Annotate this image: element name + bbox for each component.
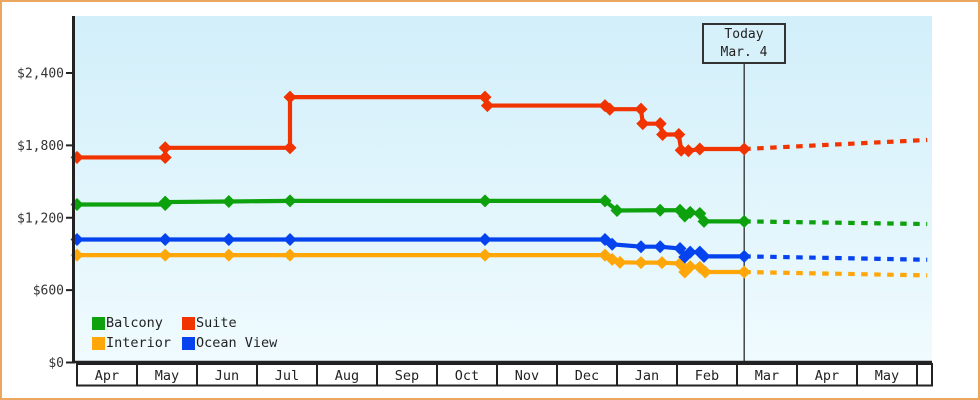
month-label: Aug	[335, 368, 359, 384]
data-point-suite	[158, 141, 172, 155]
legend-item-interior: Interior	[92, 335, 182, 351]
y-tick-label: $1,800	[17, 139, 64, 154]
month-label: Mar	[755, 368, 779, 384]
today-label-line1: Today	[724, 27, 764, 42]
data-point-balcony	[653, 203, 667, 217]
data-point-ocean-view	[478, 232, 492, 246]
month-label: Dec	[575, 368, 599, 384]
y-tick-label: $2,400	[17, 67, 64, 82]
data-point-ocean-view	[737, 249, 751, 263]
data-point-interior	[613, 255, 627, 269]
month-row	[76, 363, 933, 387]
data-point-balcony	[283, 194, 297, 208]
data-point-ocean-view	[158, 232, 172, 246]
forecast-line-balcony	[744, 219, 928, 227]
legend-item-balcony: Balcony	[92, 315, 182, 331]
legend-item-ocean-view: Ocean View	[182, 335, 277, 351]
month-label: Apr	[95, 368, 119, 384]
month-label: Oct	[455, 368, 479, 384]
month-label: Jul	[275, 368, 299, 384]
legend-row: Balcony Suite	[92, 313, 277, 333]
data-point-ocean-view	[222, 232, 236, 246]
data-point-ocean-view	[605, 237, 619, 251]
data-point-interior	[478, 248, 492, 262]
data-point-ocean-view	[673, 242, 687, 256]
balcony-swatch-icon	[92, 316, 105, 330]
forecast-line-interior	[744, 269, 928, 278]
data-point-interior	[683, 260, 697, 274]
data-point-ocean-view	[697, 249, 711, 263]
data-point-interior	[698, 265, 712, 279]
data-point-balcony	[158, 195, 172, 209]
month-label: May	[875, 368, 899, 384]
legend-label: Suite	[196, 315, 237, 331]
data-point-balcony	[478, 194, 492, 208]
data-point-balcony	[697, 214, 711, 228]
data-point-ocean-view	[683, 245, 697, 259]
month-label: Jun	[215, 368, 239, 384]
chart-legend: Balcony Suite Interior Ocean View	[92, 313, 277, 353]
legend-label: Interior	[106, 335, 172, 351]
data-point-suite	[681, 144, 695, 158]
y-tick-label: $0	[48, 356, 64, 371]
month-label: Apr	[815, 368, 839, 384]
y-tick-label: $1,200	[17, 211, 64, 226]
legend-label: Balcony	[106, 315, 163, 331]
interior-swatch-icon	[92, 336, 105, 350]
legend-label: Ocean View	[196, 335, 278, 351]
today-label-box: Today Mar. 4	[702, 23, 786, 64]
data-point-suite	[480, 99, 494, 113]
data-point-suite	[283, 141, 297, 155]
suite-swatch-icon	[182, 316, 195, 330]
data-point-interior	[634, 256, 648, 270]
month-label: May	[155, 368, 179, 384]
data-point-suite	[693, 142, 707, 156]
legend-row: Interior Ocean View	[92, 333, 277, 353]
ocean-view-swatch-icon	[182, 336, 195, 350]
today-label-line2: Mar. 4	[720, 45, 768, 60]
data-point-interior	[222, 248, 236, 262]
plot-area	[75, 16, 932, 362]
data-point-interior	[655, 256, 669, 270]
data-point-interior	[737, 265, 751, 279]
month-label: Feb	[695, 368, 719, 384]
data-point-interior	[283, 248, 297, 262]
forecast-line-ocean-view	[744, 254, 928, 262]
data-point-balcony	[222, 194, 236, 208]
data-point-suite	[283, 90, 297, 104]
forecast-line-suite	[744, 137, 928, 152]
legend-item-suite: Suite	[182, 315, 237, 331]
y-tick-label: $600	[33, 284, 64, 299]
month-label: Sep	[395, 368, 419, 384]
data-point-balcony	[610, 204, 624, 218]
data-point-suite	[158, 150, 172, 164]
data-point-interior	[158, 248, 172, 262]
data-point-ocean-view	[283, 232, 297, 246]
month-label: Nov	[515, 368, 539, 384]
data-point-ocean-view	[634, 240, 648, 254]
month-label: Jan	[635, 368, 659, 384]
